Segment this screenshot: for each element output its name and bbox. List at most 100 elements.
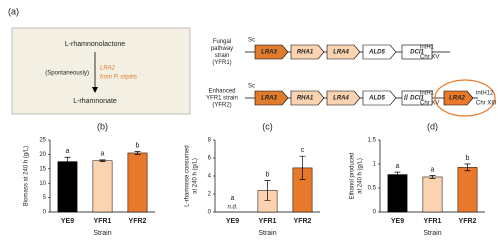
y-tick-label: 4	[208, 174, 212, 180]
panel-label: (d)	[427, 121, 438, 131]
y-axis-label: Biomass at 240 h (g/L)	[24, 146, 30, 206]
significance-letter: a	[396, 163, 400, 170]
x-tick-label: YE9	[226, 218, 239, 225]
gene-arrow	[254, 90, 289, 106]
error-bar	[299, 155, 306, 180]
x-axis-label: Strain	[93, 230, 111, 237]
y-tick-label: 0	[208, 210, 212, 216]
not-detected: n.d.	[227, 205, 237, 211]
promoter: Sc	[248, 84, 255, 90]
substrate: L-rhamnonolactone	[65, 41, 125, 48]
gene-arrow	[362, 44, 397, 60]
gene-arrow	[254, 44, 289, 60]
x-tick-label: YE9	[391, 218, 404, 225]
error-bar	[64, 156, 71, 167]
y-tick-label: 10	[39, 181, 46, 187]
x-axis-label: Strain	[258, 230, 276, 237]
x-axis-label: Strain	[423, 230, 441, 237]
bar	[57, 161, 78, 213]
bar	[422, 176, 443, 213]
x-tick-label: YFR2	[459, 218, 477, 225]
significance-letter: a	[231, 195, 235, 202]
locus: intH1	[420, 45, 435, 51]
strain-name: Enhanced	[208, 89, 235, 95]
gene-label: LRA2	[449, 96, 465, 102]
chromosome: Chr XV	[420, 101, 439, 107]
gene-arrow	[290, 44, 325, 60]
y-tick-label: 2	[208, 192, 212, 198]
panel-label: (a)	[8, 6, 19, 16]
x-tick-label: YE9	[61, 218, 74, 225]
locus: intH12	[476, 91, 494, 97]
y-tick-label: 5	[43, 195, 47, 201]
panel-label: (c)	[262, 121, 273, 131]
gene-label: ALD5	[368, 50, 385, 56]
gene-label: DCI1	[410, 50, 424, 56]
strain-name: pathway	[211, 46, 233, 52]
pathway-box	[11, 27, 191, 115]
enzyme: LRA2	[100, 66, 116, 72]
gene	[401, 90, 433, 106]
error-bar	[134, 151, 141, 155]
bar	[92, 160, 113, 213]
arrow-head	[92, 87, 98, 93]
x-tick-label: YFR2	[129, 218, 147, 225]
gene-arrow	[443, 90, 474, 106]
x-tick-label: YFR1	[424, 218, 442, 225]
y-tick-label: 1.5	[368, 138, 377, 144]
break-mark: //	[404, 95, 408, 102]
gene-arrow	[326, 90, 361, 106]
error-bar	[264, 180, 271, 201]
gene-label: RHA1	[297, 96, 314, 102]
chromosome: Chr XV	[420, 55, 439, 61]
gene-label: LRA3	[261, 50, 277, 56]
error-bar	[464, 163, 471, 172]
significance-letter: b	[266, 171, 270, 178]
strain-name: (YFR1)	[212, 60, 231, 66]
x-tick-label: YFR1	[259, 218, 277, 225]
product: L-rhamnonate	[73, 98, 117, 105]
strain-name: strain	[215, 53, 230, 59]
y-tick-label: 25	[39, 138, 46, 144]
y-tick-label: 0	[43, 210, 47, 216]
bar	[127, 152, 148, 213]
promoter: Sc	[248, 38, 255, 44]
gene-label: RHA1	[297, 50, 314, 56]
significance-letter: a	[101, 151, 105, 158]
y-axis-label: at 240 h (g/L)	[193, 158, 199, 194]
error-bar	[99, 159, 106, 162]
significance-letter: a	[431, 166, 435, 173]
y-tick-label: 1	[373, 162, 377, 168]
error-bar	[394, 171, 401, 178]
y-axis-label: Ethanol produced	[350, 152, 356, 199]
highlight	[434, 79, 496, 117]
y-tick-label: 6	[208, 156, 212, 162]
gene	[401, 44, 433, 60]
enzyme-source: from P. stipitis	[100, 75, 137, 81]
gene-label: DCI1	[410, 96, 424, 102]
significance-letter: c	[301, 147, 305, 154]
strain-name: Fungal	[213, 39, 231, 45]
strain-name: (YFR2)	[212, 103, 231, 109]
x-tick-label: YFR2	[294, 218, 312, 225]
step: (Spontaneously)	[45, 71, 89, 77]
gene-arrow	[362, 90, 397, 106]
gene-label: ALD5	[368, 96, 385, 102]
y-axis-label: at 240 h (g/L)	[358, 158, 364, 194]
y-tick-label: 8	[208, 138, 212, 144]
error-bar	[429, 175, 436, 179]
significance-letter: b	[466, 155, 470, 162]
gene-arrow	[290, 90, 325, 106]
significance-letter: b	[136, 142, 140, 149]
y-tick-label: 20	[39, 152, 46, 158]
panel-label: (b)	[97, 121, 108, 131]
y-tick-label: 0	[373, 210, 377, 216]
locus: intH1	[420, 91, 435, 97]
bar	[457, 167, 478, 213]
y-tick-label: 15	[39, 166, 46, 172]
chromosome: Chr XIII	[476, 101, 497, 107]
x-tick-label: YFR1	[94, 218, 112, 225]
y-tick-label: 0.5	[368, 186, 377, 192]
significance-letter: a	[66, 148, 70, 155]
